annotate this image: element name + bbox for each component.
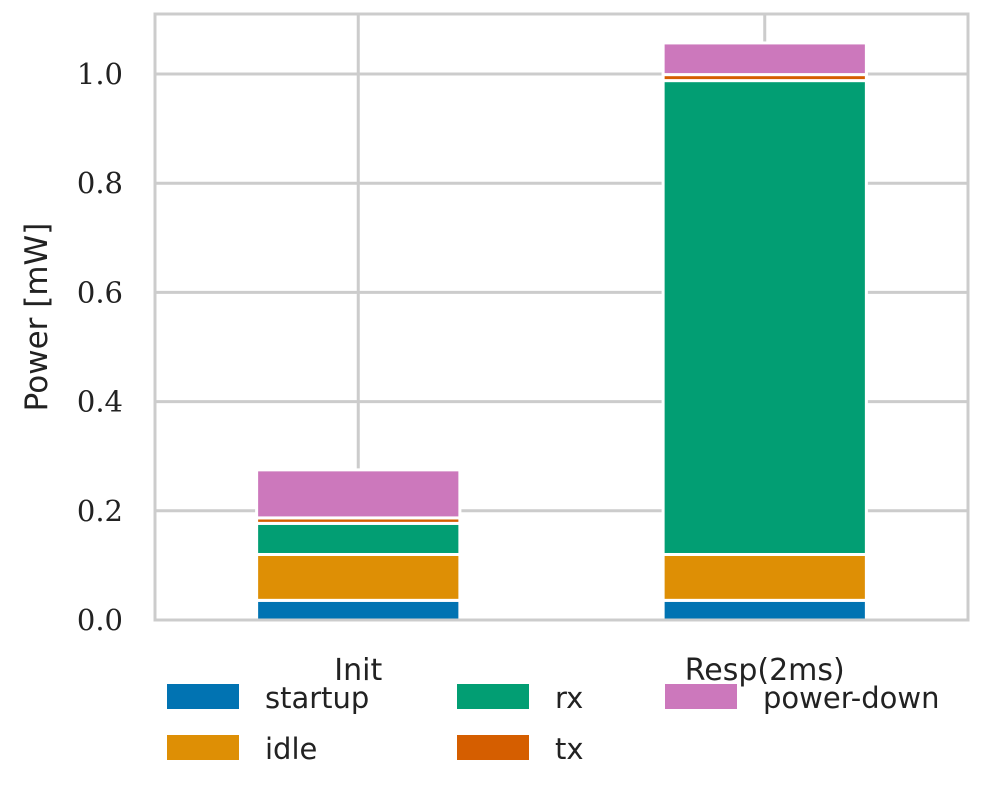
bar-segment-startup <box>255 598 462 622</box>
y-tick-label: 0.4 <box>77 385 123 419</box>
y-tick-label: 0.0 <box>77 603 123 637</box>
y-tick-label: 1.0 <box>77 57 123 91</box>
legend-label-idle: idle <box>265 732 317 766</box>
plot-frame <box>153 12 970 622</box>
y-tick-label: 0.6 <box>77 275 123 309</box>
legend-swatch-power-down <box>665 684 737 709</box>
y-tick-labels: 0.0 0.2 0.4 0.6 0.8 1.0 <box>77 57 123 637</box>
x-tick-labels: Init Resp(2ms) <box>334 653 844 688</box>
bar-segment-idle <box>255 552 462 602</box>
legend-swatch-idle <box>167 735 239 760</box>
legend-label-tx: tx <box>555 732 584 766</box>
bars <box>255 41 868 622</box>
bar-segment-idle <box>661 552 868 602</box>
bar-segment-startup <box>661 598 868 622</box>
legend-swatch-tx <box>457 735 529 760</box>
bar-segment-rx <box>661 79 868 556</box>
bar-segment-power-down <box>661 41 868 77</box>
bar-segment-power-down <box>255 468 462 520</box>
bar-segment-rx <box>255 521 462 556</box>
legend-swatch-startup <box>167 684 239 709</box>
x-tick-label: Init <box>334 653 382 688</box>
legend: startup idle rx tx power-down <box>167 681 940 766</box>
legend-swatch-rx <box>457 684 529 709</box>
legend-label-rx: rx <box>555 681 583 715</box>
legend-label-startup: startup <box>265 681 369 715</box>
y-axis-label: Power [mW] <box>19 223 55 412</box>
y-tick-label: 0.8 <box>77 166 123 200</box>
x-tick-label: Resp(2ms) <box>685 653 845 688</box>
y-tick-label: 0.2 <box>77 494 123 528</box>
legend-label-power-down: power-down <box>763 681 940 715</box>
